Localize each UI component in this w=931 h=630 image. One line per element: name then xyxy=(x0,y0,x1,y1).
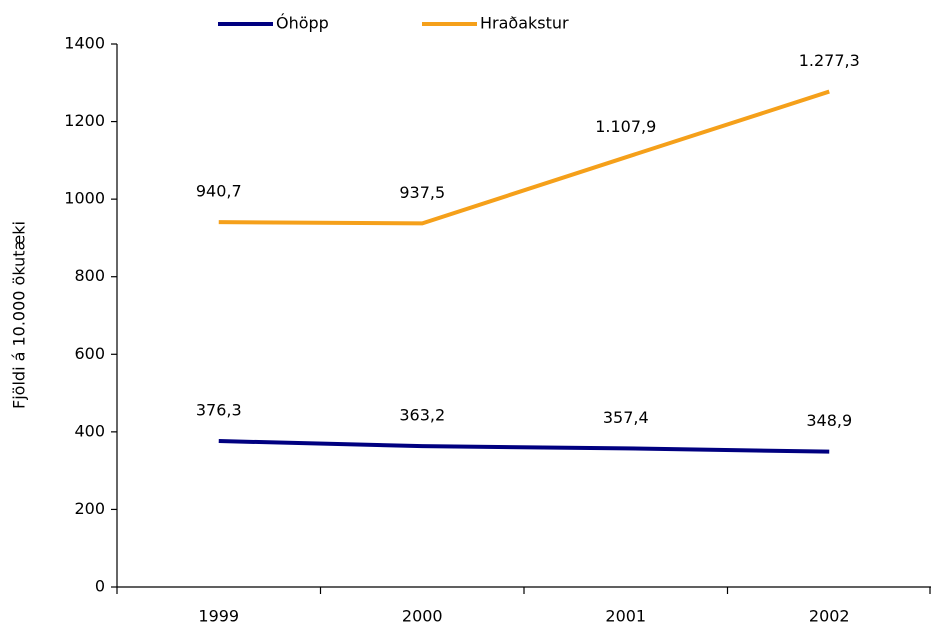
legend-label: Hraðakstur xyxy=(480,14,569,33)
line-series xyxy=(218,89,830,226)
x-tick-label: 2002 xyxy=(809,607,850,626)
x-tick-label: 2000 xyxy=(402,607,443,626)
y-tick-label: 400 xyxy=(74,421,105,440)
y-tick-label: 200 xyxy=(74,499,105,518)
y-tick-label: 800 xyxy=(74,266,105,285)
y-tick-label: 0 xyxy=(95,577,105,596)
x-tick-label: 1999 xyxy=(198,607,239,626)
data-label: 348,9 xyxy=(806,411,852,430)
data-label: 937,5 xyxy=(399,183,445,202)
data-label: 1.107,9 xyxy=(595,117,656,136)
data-label: 376,3 xyxy=(196,401,242,420)
data-label: 363,2 xyxy=(399,406,445,425)
y-tick-label: 1000 xyxy=(64,189,105,208)
y-tick-label: 1200 xyxy=(64,111,105,130)
data-label: 1.277,3 xyxy=(799,51,860,70)
y-axis-label: Fjöldi á 10.000 ökutæki xyxy=(10,221,29,409)
legend-label: Óhöpp xyxy=(276,14,329,33)
data-label: 940,7 xyxy=(196,182,242,201)
y-tick-label: 1400 xyxy=(64,34,105,53)
line-series xyxy=(218,439,830,454)
data-label: 357,4 xyxy=(603,408,649,427)
y-tick-label: 600 xyxy=(74,344,105,363)
x-tick-label: 2001 xyxy=(605,607,646,626)
